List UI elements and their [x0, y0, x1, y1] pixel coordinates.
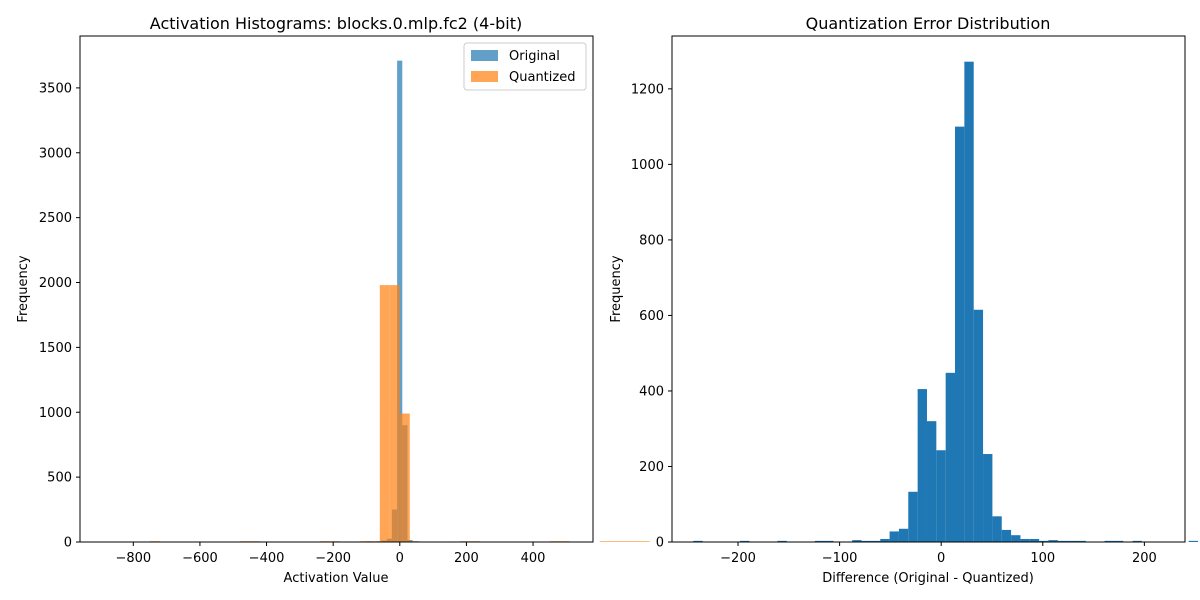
histogram-bar: [399, 413, 410, 542]
series-error-bars: [693, 61, 1199, 543]
plot-frame: [79, 35, 594, 543]
x-tick-label: −200: [720, 551, 756, 566]
y-axis-label: Frequency: [16, 255, 31, 322]
histogram-bar: [1057, 540, 1068, 542]
histogram-bar: [619, 541, 630, 542]
histogram-bar: [389, 285, 400, 542]
legend-label-quantized: Quantized: [509, 70, 575, 85]
histogram-bar: [983, 454, 993, 542]
y-tick-label: 500: [47, 471, 72, 486]
histogram-bar: [945, 372, 956, 542]
histogram-bar: [629, 541, 640, 542]
histogram-bar: [599, 541, 610, 542]
histogram-bar: [1076, 540, 1086, 542]
x-tick-label: −100: [822, 551, 858, 566]
y-tick-label: 1000: [631, 158, 664, 173]
histogram-bar: [861, 540, 871, 542]
x-tick-label: 200: [1132, 551, 1157, 566]
legend: Original Quantized: [463, 42, 587, 91]
plot-frame: [671, 35, 1186, 543]
histogram-bar: [926, 421, 937, 542]
histogram-bar: [955, 126, 965, 542]
histogram-bar: [964, 61, 974, 543]
histogram-bar: [609, 541, 620, 542]
x-tick-label: 100: [1030, 551, 1055, 566]
histogram-bar: [992, 516, 1002, 542]
y-tick-label: 400: [639, 384, 664, 399]
x-tick-label: 0: [937, 551, 945, 566]
y-tick-label: 1000: [39, 406, 72, 421]
histogram-bar: [936, 450, 946, 542]
histogram-bar: [740, 540, 750, 542]
histogram-bar: [777, 540, 787, 542]
y-tick-label: 1500: [39, 341, 72, 356]
histogram-bar: [880, 538, 890, 542]
histogram-bar: [407, 540, 413, 542]
histogram-bar: [1011, 535, 1021, 542]
y-tick-label: 1200: [631, 82, 664, 97]
y-tick-label: 200: [639, 460, 664, 475]
x-tick-label: 0: [396, 551, 404, 566]
histogram-bar: [1020, 538, 1030, 542]
y-tick-label: 800: [639, 233, 664, 248]
y-tick-label: 3500: [39, 81, 72, 96]
y-tick-label: 2500: [39, 211, 72, 226]
x-axis-label: Difference (Original - Quantized): [822, 571, 1034, 586]
legend-swatch-quantized: [471, 71, 498, 82]
legend-swatch-original: [471, 50, 498, 61]
legend-label-original: Original: [509, 49, 560, 64]
y-tick-label: 0: [64, 536, 72, 551]
x-tick-label: 400: [521, 551, 546, 566]
histogram-bar: [379, 285, 390, 542]
histogram-bar: [693, 540, 703, 542]
chart-activation-histograms: Activation Histograms: blocks.0.mlp.fc2 …: [16, 14, 650, 586]
histogram-bar: [1039, 540, 1049, 542]
histogram-bar: [852, 540, 862, 542]
chart-title: Activation Histograms: blocks.0.mlp.fc2 …: [150, 14, 522, 33]
x-axis-label: Activation Value: [284, 571, 389, 586]
x-tick-label: −800: [115, 551, 151, 566]
histogram-bar: [1048, 540, 1058, 542]
histogram-bar: [814, 540, 825, 542]
x-tick-label: −600: [182, 551, 218, 566]
histogram-bar: [1113, 540, 1124, 542]
histogram-bar: [1104, 540, 1114, 542]
histogram-bar: [898, 528, 909, 542]
axis-ticks: −800 −600 −400 −200 0 200 400 0 500 1000 1500 2000 2…: [39, 81, 546, 566]
chart-quantization-error: Quantization Error Distribution −200 −100…: [609, 14, 1199, 586]
axis-ticks: −200 −100 0 100 200 0 200 400 600 800 1000 1200: [631, 82, 1157, 566]
histogram-bar: [1001, 529, 1012, 542]
histogram-bar: [1188, 540, 1199, 542]
histogram-bar: [908, 491, 918, 542]
chart-title: Quantization Error Distribution: [806, 14, 1051, 33]
histogram-bar: [639, 541, 650, 542]
y-axis-label: Frequency: [609, 255, 624, 322]
x-tick-label: −400: [249, 551, 285, 566]
y-tick-label: 2000: [39, 276, 72, 291]
y-tick-label: 0: [656, 536, 664, 551]
x-tick-label: 200: [454, 551, 479, 566]
histogram-bar: [973, 309, 984, 542]
histogram-bar: [870, 540, 881, 542]
x-tick-label: −200: [315, 551, 351, 566]
y-tick-label: 600: [639, 309, 664, 324]
y-tick-label: 3000: [39, 146, 72, 161]
histogram-bar: [889, 531, 899, 542]
histogram-bar: [1029, 538, 1040, 542]
series-quantized-bars: [149, 285, 650, 542]
histogram-bar: [1132, 540, 1142, 542]
histogram-bar: [1067, 540, 1077, 542]
histogram-bar: [824, 540, 834, 542]
histogram-bar: [917, 389, 927, 542]
